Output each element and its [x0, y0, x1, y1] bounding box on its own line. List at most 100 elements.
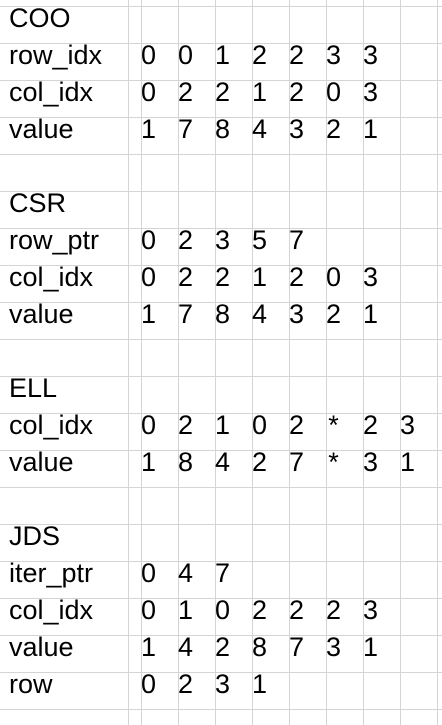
value-cell[interactable]: 8 [214, 299, 231, 329]
value-cell[interactable]: 4 [177, 558, 194, 588]
value-cell[interactable]: 8 [177, 447, 194, 477]
value-cell[interactable]: 1 [362, 299, 379, 329]
value-cell[interactable]: 2 [288, 410, 305, 440]
value-cell[interactable]: 3 [362, 40, 379, 70]
row-label-cell[interactable]: col_idx [9, 595, 94, 625]
row-label-cell[interactable]: iter_ptr [9, 558, 94, 588]
value-cell[interactable]: 1 [140, 299, 157, 329]
value-cell[interactable]: 3 [325, 40, 342, 70]
value-cell[interactable]: 1 [214, 40, 231, 70]
value-cell[interactable]: 1 [362, 632, 379, 662]
value-cell[interactable]: 1 [399, 447, 416, 477]
value-cell[interactable]: 7 [177, 114, 194, 144]
value-cell[interactable]: * [328, 447, 339, 477]
value-cell[interactable]: 1 [251, 262, 268, 292]
value-cell[interactable]: 3 [399, 410, 416, 440]
row-label-cell[interactable]: value [9, 299, 74, 329]
section-title-row: CSR [0, 185, 442, 222]
data-row: row 0 2 3 1 [0, 666, 442, 703]
value-cell[interactable]: 0 [140, 225, 157, 255]
value-cell[interactable]: 7 [177, 299, 194, 329]
data-row: iter_ptr 0 4 7 [0, 555, 442, 592]
value-cell[interactable]: 2 [325, 299, 342, 329]
value-cell[interactable]: 1 [140, 447, 157, 477]
value-cell[interactable]: 0 [140, 40, 157, 70]
row-label-cell[interactable]: col_idx [9, 262, 94, 292]
value-cell[interactable]: 0 [140, 669, 157, 699]
value-cell[interactable]: 3 [214, 225, 231, 255]
value-cell[interactable]: 8 [251, 632, 268, 662]
value-cell[interactable]: 2 [177, 262, 194, 292]
value-cell[interactable]: 1 [177, 595, 194, 625]
value-cell[interactable]: 1 [214, 410, 231, 440]
value-cell[interactable]: 2 [325, 114, 342, 144]
row-label-cell[interactable]: value [9, 632, 74, 662]
value-cell[interactable]: 2 [214, 632, 231, 662]
section-title-cell[interactable]: CSR [9, 188, 67, 218]
value-cell[interactable]: 2 [177, 225, 194, 255]
value-cell[interactable]: 3 [288, 114, 305, 144]
value-cell[interactable]: 0 [177, 40, 194, 70]
section-title-cell[interactable]: COO [9, 3, 71, 33]
section-title-cell[interactable]: JDS [9, 521, 61, 551]
value-cell[interactable]: 2 [251, 40, 268, 70]
value-cell[interactable]: 2 [288, 77, 305, 107]
value-cell[interactable]: 1 [251, 77, 268, 107]
value-cell[interactable]: 0 [140, 262, 157, 292]
row-label-cell[interactable]: col_idx [9, 77, 94, 107]
value-cell[interactable]: 7 [288, 225, 305, 255]
value-cell[interactable]: 5 [251, 225, 268, 255]
value-cell[interactable]: 2 [251, 595, 268, 625]
value-cell[interactable]: 2 [325, 595, 342, 625]
section-title-cell[interactable]: ELL [9, 373, 58, 403]
value-cell[interactable]: 3 [362, 77, 379, 107]
value-cell[interactable]: 1 [251, 669, 268, 699]
value-cell[interactable]: 2 [177, 77, 194, 107]
value-cell[interactable]: 7 [214, 558, 231, 588]
section-title-row: COO [0, 0, 442, 37]
value-cell[interactable]: 3 [362, 262, 379, 292]
value-cell[interactable]: 3 [288, 299, 305, 329]
value-cell[interactable]: 2 [177, 410, 194, 440]
value-cell[interactable]: 4 [251, 114, 268, 144]
row-label-cell[interactable]: row_ptr [9, 225, 100, 255]
value-cell[interactable]: 3 [214, 669, 231, 699]
value-cell[interactable]: 2 [288, 40, 305, 70]
value-cell[interactable]: 1 [140, 632, 157, 662]
value-cell[interactable]: 0 [251, 410, 268, 440]
value-cell[interactable]: * [328, 410, 339, 440]
value-cell[interactable]: 7 [288, 632, 305, 662]
value-cell[interactable]: 2 [177, 669, 194, 699]
value-cell[interactable]: 0 [325, 77, 342, 107]
value-cell[interactable]: 0 [214, 595, 231, 625]
value-cell[interactable]: 0 [140, 410, 157, 440]
value-cell[interactable]: 2 [214, 77, 231, 107]
value-cell[interactable]: 7 [288, 447, 305, 477]
value-cell[interactable]: 4 [214, 447, 231, 477]
value-cell[interactable]: 2 [288, 595, 305, 625]
row-label-cell[interactable]: col_idx [9, 410, 94, 440]
row-label-cell[interactable]: row [9, 669, 53, 699]
value-cell[interactable]: 3 [325, 632, 342, 662]
value-cell[interactable]: 2 [362, 410, 379, 440]
row-label-cell[interactable]: value [9, 447, 74, 477]
value-cell[interactable]: 2 [288, 262, 305, 292]
value-cell[interactable]: 0 [140, 558, 157, 588]
value-cell[interactable]: 4 [251, 299, 268, 329]
value-cell[interactable]: 1 [362, 114, 379, 144]
value-cell[interactable]: 2 [251, 447, 268, 477]
value-cell[interactable]: 3 [362, 595, 379, 625]
value-cell[interactable]: 3 [362, 447, 379, 477]
data-row: col_idx 0 2 2 1 2 0 3 [0, 259, 442, 296]
value-cell[interactable]: 4 [177, 632, 194, 662]
value-cell[interactable]: 1 [140, 114, 157, 144]
value-cell[interactable]: 8 [214, 114, 231, 144]
value-cell[interactable]: 2 [214, 262, 231, 292]
row-label-cell[interactable]: row_idx [9, 40, 103, 70]
row-label-cell[interactable]: value [9, 114, 74, 144]
data-row: col_idx 0 2 2 1 2 0 3 [0, 74, 442, 111]
value-cell[interactable]: 0 [325, 262, 342, 292]
value-cell[interactable]: 0 [140, 595, 157, 625]
value-cell[interactable]: 0 [140, 77, 157, 107]
